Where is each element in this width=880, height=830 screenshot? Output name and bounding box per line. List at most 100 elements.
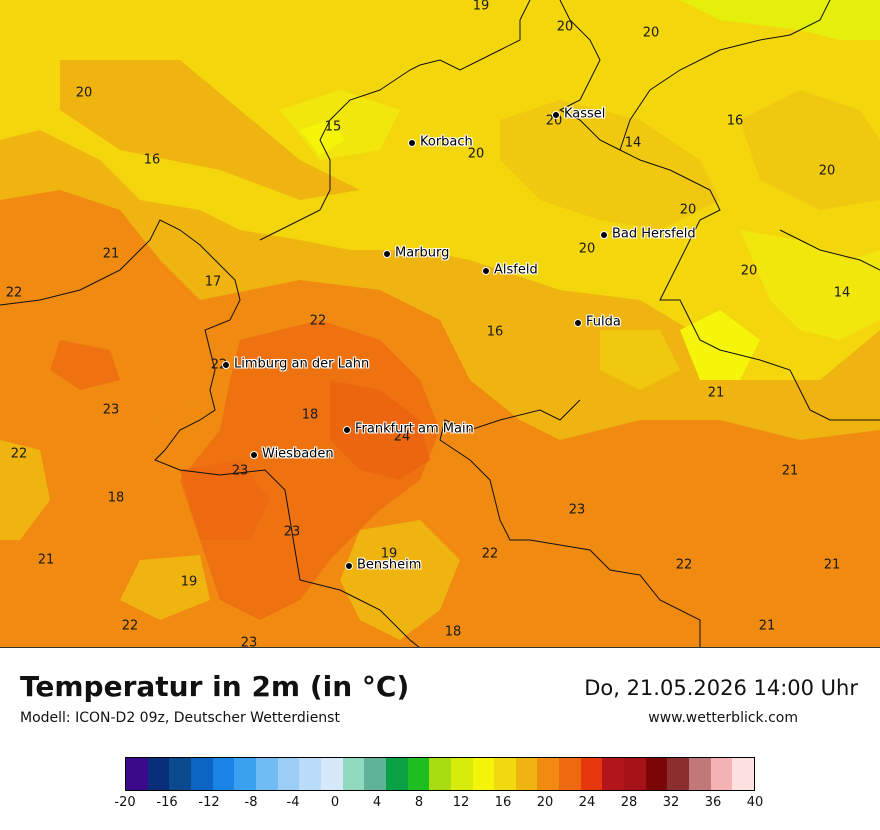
- legend-color-cell: [537, 758, 560, 790]
- website-link[interactable]: www.wetterblick.com: [648, 710, 798, 726]
- legend-tick-label: 40: [746, 795, 764, 810]
- city-label: Fulda: [586, 314, 621, 330]
- temperature-value-label: 21: [781, 463, 799, 479]
- legend-tick-label: 20: [536, 795, 554, 810]
- legend-color-cell: [385, 758, 408, 790]
- temperature-value-label: 20: [556, 19, 574, 35]
- legend-tick-label: -8: [244, 795, 258, 810]
- city-marker: [343, 426, 351, 434]
- temperature-value-label: 20: [467, 146, 485, 162]
- city-marker: [552, 111, 560, 119]
- legend-color-cell: [429, 758, 451, 790]
- legend-tick-label: -12: [198, 795, 220, 810]
- legend-color-cell: [732, 758, 755, 790]
- city-label: Bensheim: [357, 557, 422, 573]
- temperature-value-label: 23: [240, 635, 258, 648]
- legend-color-cell: [667, 758, 690, 790]
- city-marker: [574, 319, 582, 327]
- legend-tick-label: 24: [578, 795, 596, 810]
- legend-tick-label: 4: [372, 795, 382, 810]
- legend-tick-label: 32: [662, 795, 680, 810]
- temperature-value-label: 22: [121, 618, 139, 634]
- legend-color-cell: [190, 758, 213, 790]
- temperature-value-label: 19: [380, 546, 398, 562]
- temperature-value-label: 20: [818, 163, 836, 179]
- legend-color-cell: [364, 758, 386, 790]
- city-marker: [482, 267, 490, 275]
- legend-color-cell: [645, 758, 668, 790]
- legend-color-cell: [515, 758, 538, 790]
- legend-color-cell: [624, 758, 646, 790]
- city-marker: [250, 451, 258, 459]
- city-label: Limburg an der Lahn: [234, 356, 370, 372]
- legend-color-cell: [472, 758, 495, 790]
- city-marker: [408, 139, 416, 147]
- legend-tick-label: 28: [620, 795, 638, 810]
- legend-color-cell: [147, 758, 170, 790]
- temperature-value-label: 21: [707, 385, 725, 401]
- city-label: Wiesbaden: [262, 446, 334, 462]
- temperature-value-label: 23: [568, 502, 586, 518]
- temperature-value-label: 21: [823, 557, 841, 573]
- legend-color-cell: [710, 758, 733, 790]
- city-label: Kassel: [564, 106, 606, 122]
- temperature-value-label: 23: [231, 463, 249, 479]
- city-marker: [383, 250, 391, 258]
- map-title: Temperatur in 2m (in °C): [20, 670, 410, 703]
- temperature-value-label: 21: [758, 618, 776, 634]
- temperature-value-label: 20: [740, 263, 758, 279]
- temperature-value-label: 16: [486, 324, 504, 340]
- city-label: Marburg: [395, 245, 450, 261]
- legend-tick-label: -4: [286, 795, 300, 810]
- temperature-value-label: 22: [675, 557, 693, 573]
- temperature-value-label: 15: [324, 119, 342, 135]
- temperature-value-label: 14: [833, 285, 851, 301]
- temperature-value-label: 18: [107, 490, 125, 506]
- legend-color-cell: [320, 758, 343, 790]
- legend-color-cell: [450, 758, 473, 790]
- legend-tick-label: 8: [414, 795, 424, 810]
- legend-tick-label: -16: [156, 795, 178, 810]
- temperature-value-label: 23: [102, 402, 120, 418]
- city-label: Alsfeld: [494, 262, 538, 278]
- forecast-datetime: Do, 21.05.2026 14:00 Uhr: [584, 676, 858, 700]
- legend-color-cell: [299, 758, 321, 790]
- legend-tick-label: -20: [114, 795, 136, 810]
- temperature-value-label: 16: [726, 113, 744, 129]
- temperature-value-label: 22: [481, 546, 499, 562]
- temperature-value-label: 16: [143, 152, 161, 168]
- legend-color-cell: [407, 758, 430, 790]
- temperature-field: [0, 0, 880, 647]
- city-marker: [345, 562, 353, 570]
- legend-color-cell: [689, 758, 711, 790]
- temperature-value-label: 24: [393, 429, 411, 445]
- legend-tick-label: 36: [704, 795, 722, 810]
- legend-color-cell: [255, 758, 278, 790]
- legend-color-cell: [580, 758, 603, 790]
- temperature-value-label: 21: [37, 552, 55, 568]
- city-label: Korbach: [420, 134, 473, 150]
- temperature-value-label: 20: [679, 202, 697, 218]
- legend-color-cell: [602, 758, 625, 790]
- temperature-value-label: 20: [75, 85, 93, 101]
- legend-color-cell: [126, 758, 148, 790]
- temperature-value-label: 22: [309, 313, 327, 329]
- temperature-value-label: 22: [5, 285, 23, 301]
- temperature-value-label: 17: [204, 274, 222, 290]
- temperature-value-label: 18: [444, 624, 462, 640]
- city-marker: [600, 231, 608, 239]
- temperature-value-label: 14: [624, 135, 642, 151]
- city-label: Bad Hersfeld: [612, 226, 696, 242]
- temperature-map: 19 20 20 20 15 20 20 16 16 14 20 20 21 20 20 22 17 14 22 16…: [0, 0, 880, 648]
- legend-tick-label: 0: [330, 795, 340, 810]
- temperature-value-label: 20: [578, 241, 596, 257]
- temperature-value-label: 19: [472, 0, 490, 14]
- legend-color-cell: [494, 758, 516, 790]
- temperature-value-label: 18: [301, 407, 319, 423]
- color-legend: [125, 757, 755, 791]
- temperature-value-label: 23: [283, 524, 301, 540]
- legend-color-cell: [277, 758, 300, 790]
- model-info: Modell: ICON-D2 09z, Deutscher Wetterdie…: [20, 710, 340, 726]
- city-label: Frankfurt am Main: [355, 421, 474, 437]
- legend-color-cell: [234, 758, 256, 790]
